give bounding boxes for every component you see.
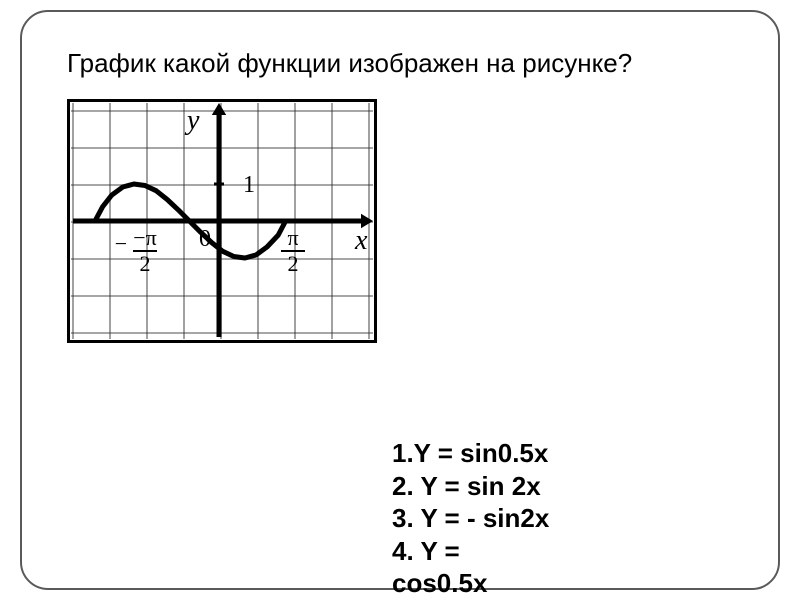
svg-text:−: − [115, 231, 127, 256]
svg-text:π: π [287, 225, 298, 250]
answer-2: 2. Y = sin 2x [392, 470, 549, 503]
question-card: График какой функции изображен на рисунк… [20, 10, 780, 590]
svg-text:0: 0 [199, 226, 211, 252]
svg-text:−π: −π [133, 225, 157, 250]
question-text: График какой функции изображен на рисунк… [67, 47, 733, 81]
svg-text:1: 1 [243, 172, 255, 198]
chart-container: yx01−−π2π2 [67, 99, 377, 343]
answer-options: 1.Y = sin0.5х 2. Y = sin 2x 3. Y = - sin… [392, 437, 549, 600]
svg-text:2: 2 [140, 251, 151, 276]
answer-5: сos0.5х [392, 567, 549, 600]
svg-text:y: y [184, 105, 200, 136]
svg-text:2: 2 [288, 251, 299, 276]
function-graph: yx01−−π2π2 [67, 99, 377, 343]
svg-text:x: x [354, 225, 368, 256]
answer-4: 4. Y = [392, 535, 549, 568]
answer-3: 3. Y = - sin2x [392, 502, 549, 535]
answer-1: 1.Y = sin0.5х [392, 437, 549, 470]
